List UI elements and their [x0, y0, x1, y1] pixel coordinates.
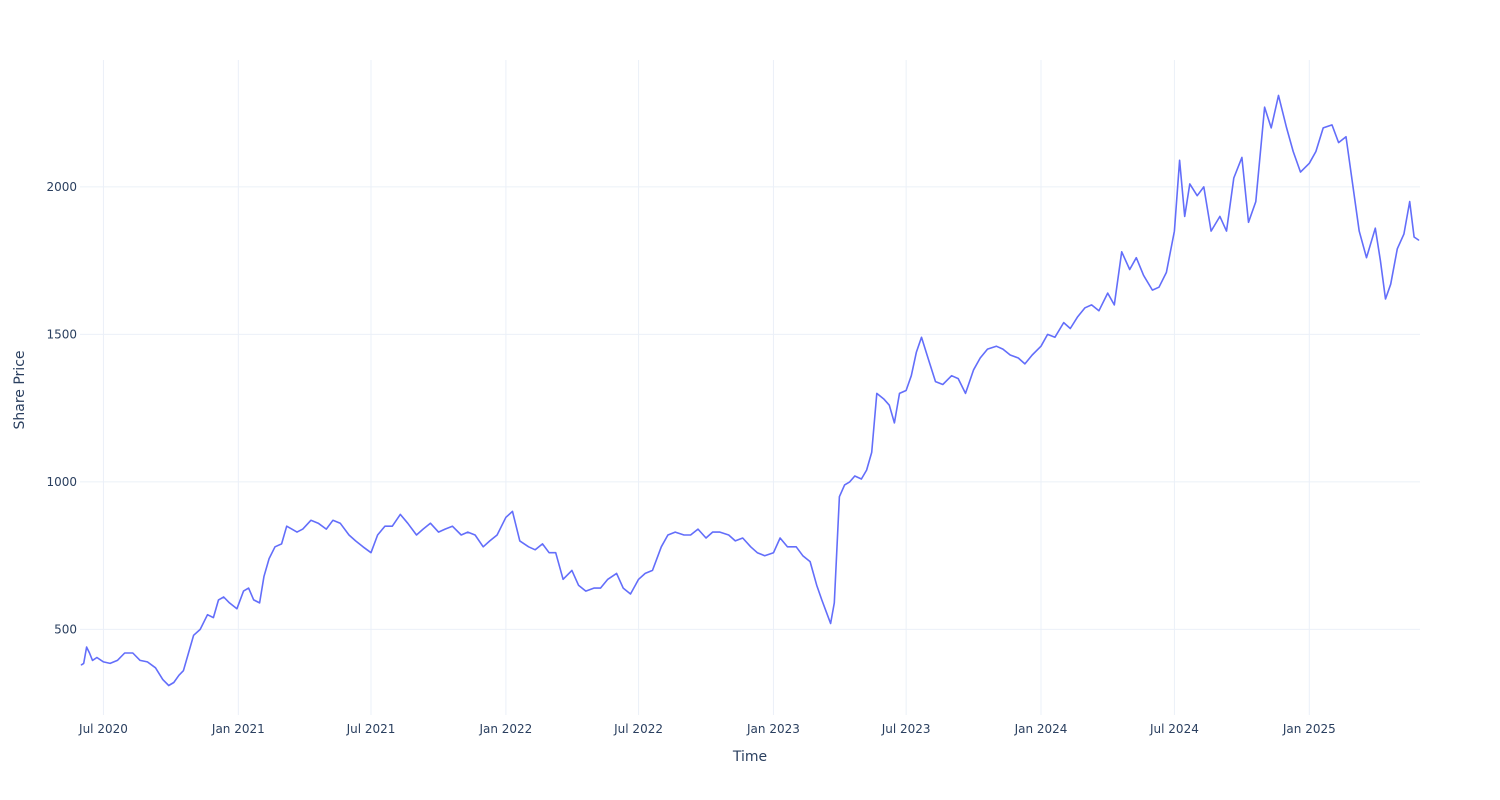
gridlines	[80, 60, 1420, 715]
y-tick-label: 2000	[46, 180, 77, 194]
x-tick-label: Jul 2022	[613, 722, 663, 736]
x-tick-label: Jan 2023	[746, 722, 800, 736]
x-tick-label: Jan 2024	[1014, 722, 1068, 736]
x-tick-label: Jan 2025	[1282, 722, 1336, 736]
x-tick-label: Jul 2020	[78, 722, 128, 736]
x-tick-label: Jan 2021	[211, 722, 265, 736]
x-axis-title: Time	[732, 749, 767, 765]
y-tick-label: 1000	[46, 475, 77, 489]
x-axis-ticks: Jul 2020 Jan 2021 Jul 2021 Jan 2022 Jul 2022…	[78, 722, 1336, 736]
x-tick-label: Jan 2022	[478, 722, 532, 736]
x-tick-label: Jul 2024	[1149, 722, 1199, 736]
y-tick-label: 500	[54, 622, 77, 636]
share-price-line	[80, 94, 1420, 687]
y-tick-label: 1500	[46, 327, 77, 341]
x-tick-label: Jul 2021	[346, 722, 396, 736]
series-layer	[80, 94, 1420, 687]
x-tick-label: Jul 2023	[881, 722, 931, 736]
y-axis-ticks: 500 1000 1500 2000	[46, 180, 77, 637]
y-axis-title: Share Price	[12, 350, 28, 429]
